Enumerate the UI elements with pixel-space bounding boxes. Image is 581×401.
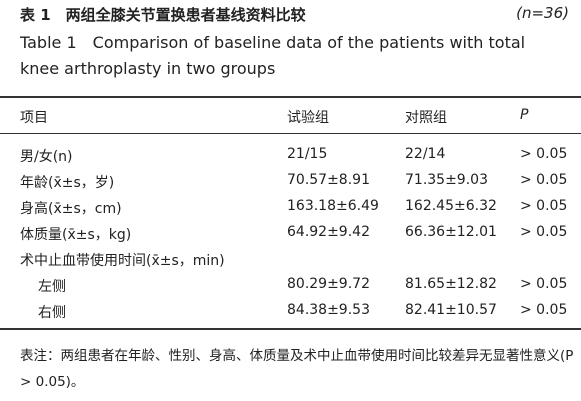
column-header: P	[520, 107, 529, 123]
cell-value: > 0.05	[520, 198, 568, 214]
cell-value: 84.38±9.53	[287, 302, 370, 318]
row-label: 体质量(x̄±s，kg)	[20, 227, 132, 243]
cell-value: 162.45±6.32	[405, 198, 497, 214]
row-label: 男/女(n)	[20, 149, 73, 165]
bottom-rule	[0, 328, 581, 330]
cell-value: 21/15	[287, 146, 328, 162]
cell-value: > 0.05	[520, 302, 568, 318]
row-label: 身高(x̄±s，cm)	[20, 201, 122, 217]
cell-value: > 0.05	[520, 146, 568, 162]
table-title-en: Table 1 Comparison of baseline data of t…	[20, 33, 526, 78]
top-rule	[0, 96, 581, 98]
cell-value: 81.65±12.82	[405, 276, 497, 292]
row-label: 右侧	[38, 305, 66, 321]
cell-value: 71.35±9.03	[405, 172, 488, 188]
cell-value: 163.18±6.49	[287, 198, 379, 214]
cell-value: 82.41±10.57	[405, 302, 497, 318]
column-header: 试验组	[287, 110, 329, 126]
column-header: 项目	[20, 110, 48, 126]
cell-value: 66.36±12.01	[405, 224, 497, 240]
row-label: 左侧	[38, 279, 66, 295]
cell-value: 80.29±9.72	[287, 276, 370, 292]
sample-size: (n=36)	[516, 4, 569, 22]
table-title: 表 1 两组全膝关节置换患者基线资料比较	[20, 6, 306, 24]
row-label: 年龄(x̄±s，岁)	[20, 175, 115, 191]
cell-value: 22/14	[405, 146, 446, 162]
row-label: 术中止血带使用时间(x̄±s，min)	[20, 253, 225, 269]
cell-value: > 0.05	[520, 276, 568, 292]
cell-value: 70.57±8.91	[287, 172, 370, 188]
cell-value: > 0.05	[520, 224, 568, 240]
cell-value: > 0.05	[520, 172, 568, 188]
header-rule	[0, 133, 581, 134]
cell-value: 64.92±9.42	[287, 224, 370, 240]
column-header: 对照组	[405, 110, 447, 126]
table-note: 表注：两组患者在年龄、性别、身高、体质量及术中止血带使用时间比较差异无显著性意义…	[20, 348, 574, 390]
